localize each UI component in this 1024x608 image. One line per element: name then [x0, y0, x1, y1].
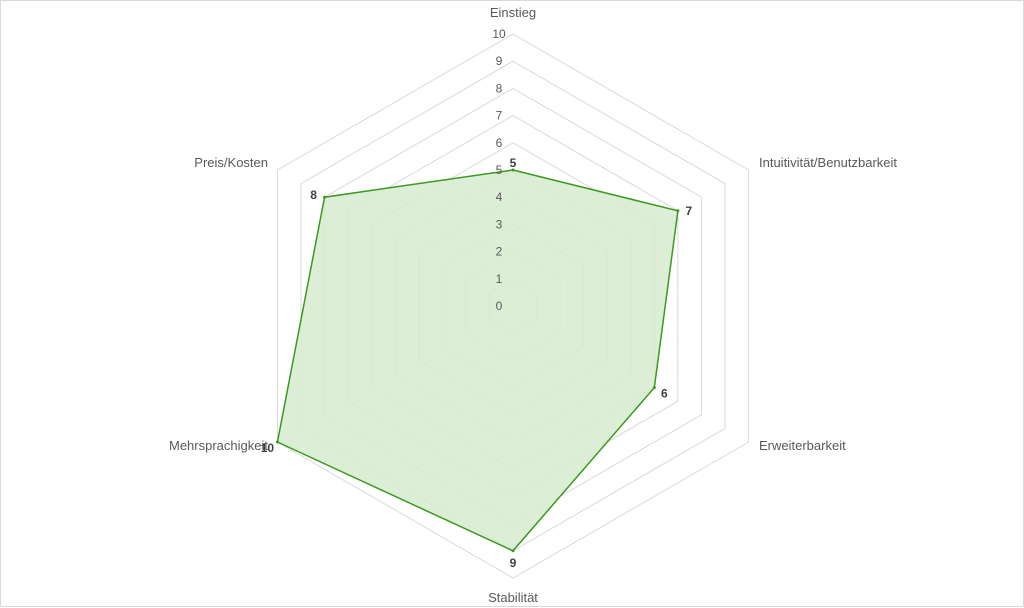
- tick-label-10: 10: [492, 27, 506, 41]
- data-point-5: [323, 195, 327, 199]
- tick-label-3: 3: [496, 217, 503, 231]
- data-point-3: [511, 549, 515, 553]
- data-label-1: 7: [686, 204, 693, 218]
- series-layer: [275, 168, 680, 553]
- tick-label-6: 6: [496, 136, 503, 150]
- data-label-0: 5: [510, 156, 517, 170]
- label-layer: Einstieg Intuitivität/Benutzbarkeit Erweit…: [169, 5, 897, 605]
- category-label-2: Erweiterbarkeit: [759, 438, 846, 453]
- tick-label-0: 0: [496, 299, 503, 313]
- gridline-ring-10: [276, 33, 750, 579]
- tick-label-7: 7: [496, 109, 503, 123]
- data-label-5: 8: [310, 188, 317, 202]
- category-label-1: Intuitivität/Benutzbarkeit: [759, 155, 897, 170]
- category-label-3: Stabilität: [488, 590, 538, 605]
- tick-layer: 0 1 2 3 4 5 6 7 8 9 10: [492, 27, 506, 313]
- category-label-4: Mehrsprachigkeit: [169, 438, 268, 453]
- data-point-1: [676, 209, 680, 213]
- data-label-3: 9: [510, 556, 517, 570]
- data-label-2: 6: [661, 387, 668, 401]
- tick-label-2: 2: [496, 245, 503, 259]
- tick-label-5: 5: [496, 163, 503, 177]
- data-point-4: [275, 440, 279, 444]
- data-label-4: 10: [261, 441, 275, 455]
- series-area-0: [276, 169, 679, 552]
- data-point-0: [511, 168, 515, 172]
- category-label-0: Einstieg: [490, 5, 536, 20]
- tick-label-1: 1: [496, 272, 503, 286]
- tick-label-8: 8: [496, 81, 503, 95]
- tick-label-9: 9: [496, 54, 503, 68]
- tick-label-4: 4: [496, 190, 503, 204]
- data-point-2: [652, 386, 656, 390]
- category-label-5: Preis/Kosten: [194, 155, 268, 170]
